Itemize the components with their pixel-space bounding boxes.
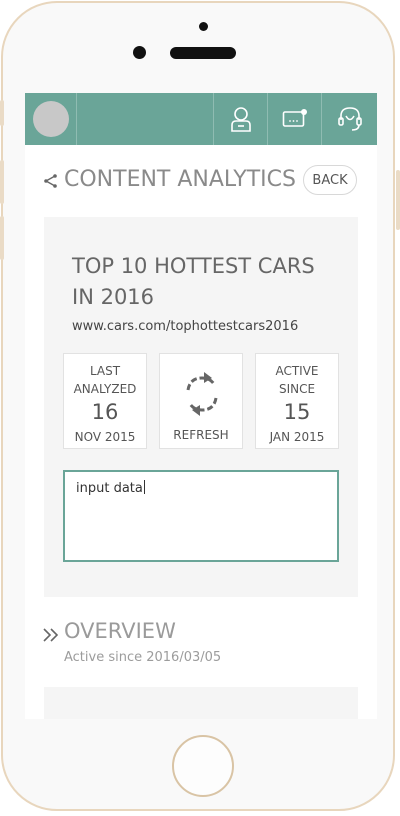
user-button[interactable] [213, 93, 267, 145]
front-camera [133, 46, 146, 59]
active-since-box: ACTIVE SINCE 15 JAN 2015 [255, 353, 339, 449]
refresh-label: REFRESH [173, 428, 229, 442]
page-header: CONTENT ANALYTICS BACK [25, 163, 377, 203]
page-title: CONTENT ANALYTICS [64, 167, 296, 192]
refresh-icon [186, 372, 218, 416]
mute-switch [0, 100, 4, 126]
content-card: TOP 10 HOTTEST CARS IN 2016 www.cars.com… [44, 217, 358, 597]
support-button[interactable] [321, 93, 377, 145]
avatar[interactable] [33, 101, 69, 137]
stat-number: 15 [283, 400, 311, 424]
message-icon [282, 109, 307, 127]
stat-label-line: SINCE [278, 382, 316, 396]
stat-label-line: ANALYZED [73, 382, 137, 396]
last-analyzed-box: LAST ANALYZED 16 NOV 2015 [63, 353, 147, 449]
stat-date: NOV 2015 [74, 430, 136, 444]
text-caret [143, 480, 145, 494]
stat-date: JAN 2015 [269, 430, 325, 444]
stat-label: LAST ANALYZED [64, 362, 146, 398]
overview-title: OVERVIEW [64, 619, 176, 643]
earpiece-speaker [170, 47, 236, 59]
home-button[interactable] [172, 735, 234, 797]
share-icon [44, 174, 57, 188]
content-url[interactable]: www.cars.com/tophottestcars2016 [72, 319, 299, 334]
input-value: input data [76, 481, 143, 496]
double-chevron-right-icon [43, 628, 59, 642]
power-button [396, 170, 400, 230]
back-button[interactable]: BACK [303, 165, 357, 195]
overview-section: OVERVIEW Active since 2016/03/05 [25, 617, 377, 677]
overview-subtitle: Active since 2016/03/05 [64, 650, 222, 665]
stat-label-line: ACTIVE [275, 364, 319, 378]
user-icon [230, 107, 251, 132]
stat-label: ACTIVE SINCE [256, 362, 338, 398]
stat-label-line: LAST [89, 364, 121, 378]
sensor-dot [199, 22, 208, 31]
top-navbar [25, 93, 377, 145]
avatar-cell [25, 93, 77, 145]
data-input-field[interactable]: input data [63, 470, 339, 562]
support-icon [337, 107, 362, 131]
stat-number: 16 [91, 400, 119, 424]
content-title: TOP 10 HOTTEST CARS IN 2016 [72, 254, 315, 309]
messages-button[interactable] [267, 93, 321, 145]
volume-down-button [0, 216, 4, 260]
overview-card [44, 687, 358, 719]
app-screen: CONTENT ANALYTICS BACK TOP 10 HOTTEST CA… [25, 93, 377, 719]
volume-up-button [0, 160, 4, 204]
refresh-button[interactable]: REFRESH [159, 353, 243, 449]
